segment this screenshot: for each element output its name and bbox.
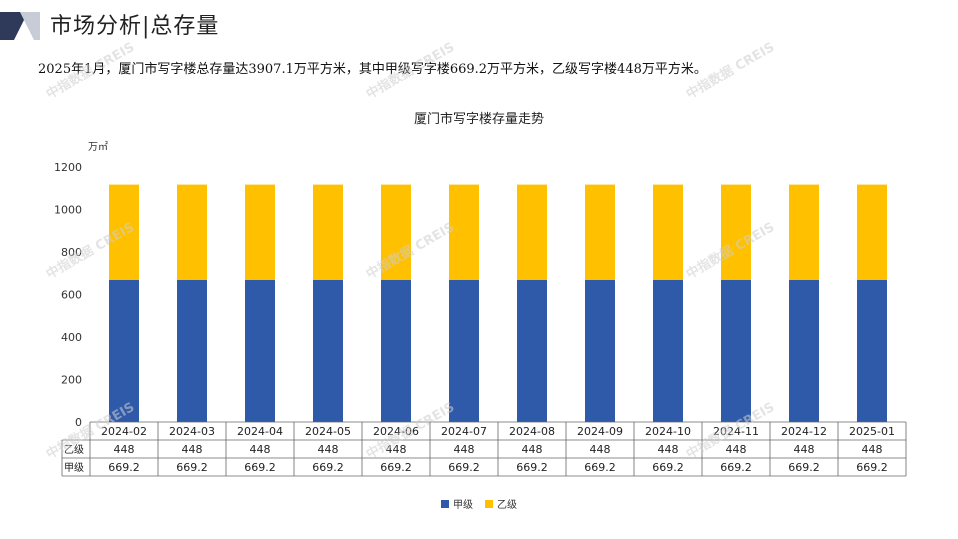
y-tick-label: 1200	[54, 161, 82, 174]
data-label: 669.2	[448, 461, 480, 474]
legend-swatch-grade-b	[485, 499, 493, 508]
page-title: 市场分析|总存量	[50, 14, 220, 39]
bar-grade-b	[721, 184, 751, 280]
legend-label-grade-a: 甲级	[453, 500, 473, 511]
bar-grade-b	[177, 184, 207, 280]
x-tick-label: 2024-12	[781, 425, 827, 438]
bar-grade-a	[177, 279, 207, 422]
bar-grade-b	[789, 184, 819, 280]
x-tick-label: 2024-06	[373, 425, 419, 438]
table-row-header: 甲级	[64, 462, 84, 474]
data-label: 669.2	[516, 461, 548, 474]
legend-item-grade-b: 乙级	[485, 496, 517, 511]
y-tick-label: 0	[75, 416, 82, 429]
data-label: 448	[726, 443, 747, 456]
bar-grade-b	[585, 184, 615, 280]
x-tick-label: 2024-05	[305, 425, 351, 438]
data-label: 448	[182, 443, 203, 456]
x-tick-label: 2024-03	[169, 425, 215, 438]
bar-grade-a	[721, 279, 751, 422]
bar-grade-a	[857, 279, 887, 422]
bar-grade-a	[517, 279, 547, 422]
x-tick-label: 2024-11	[713, 425, 759, 438]
bar-grade-a	[109, 279, 139, 422]
data-label: 448	[658, 443, 679, 456]
legend-label-grade-b: 乙级	[497, 500, 517, 511]
y-tick-label: 400	[61, 331, 82, 344]
bar-grade-a	[585, 279, 615, 422]
x-tick-label: 2024-09	[577, 425, 623, 438]
x-tick-label: 2024-02	[101, 425, 147, 438]
bar-grade-a	[381, 279, 411, 422]
bar-grade-b	[313, 184, 343, 280]
legend-swatch-grade-a	[441, 499, 449, 508]
data-label: 669.2	[652, 461, 684, 474]
logo-icon	[0, 12, 40, 40]
x-tick-label: 2024-10	[645, 425, 691, 438]
data-label: 448	[862, 443, 883, 456]
y-tick-label: 600	[61, 289, 82, 302]
data-label: 448	[114, 443, 135, 456]
data-label: 669.2	[584, 461, 616, 474]
bar-grade-a	[653, 279, 683, 422]
data-label: 448	[386, 443, 407, 456]
data-label: 669.2	[108, 461, 140, 474]
data-label: 669.2	[380, 461, 412, 474]
chart-legend: 甲级 乙级	[0, 496, 958, 511]
data-label: 669.2	[176, 461, 208, 474]
chart-title: 厦门市写字楼存量走势	[413, 112, 544, 127]
y-tick-label: 200	[61, 374, 82, 387]
y-tick-label: 1000	[54, 204, 82, 217]
data-label: 669.2	[244, 461, 276, 474]
x-tick-label: 2025-01	[849, 425, 895, 438]
bar-grade-a	[313, 279, 343, 422]
y-axis-unit: 万㎡	[88, 142, 108, 153]
bar-grade-b	[857, 184, 887, 280]
bar-grade-a	[789, 279, 819, 422]
x-tick-label: 2024-08	[509, 425, 555, 438]
x-tick-label: 2024-07	[441, 425, 487, 438]
bar-grade-b	[653, 184, 683, 280]
data-label: 448	[250, 443, 271, 456]
bar-grade-b	[449, 184, 479, 280]
data-label: 669.2	[720, 461, 752, 474]
data-label: 448	[590, 443, 611, 456]
data-label: 669.2	[312, 461, 344, 474]
bar-grade-b	[381, 184, 411, 280]
data-label: 448	[522, 443, 543, 456]
data-label: 448	[318, 443, 339, 456]
data-label: 669.2	[856, 461, 888, 474]
bar-grade-a	[245, 279, 275, 422]
data-label: 448	[454, 443, 475, 456]
legend-item-grade-a: 甲级	[441, 496, 473, 511]
bar-grade-a	[449, 279, 479, 422]
bar-grade-b	[245, 184, 275, 280]
y-tick-label: 800	[61, 246, 82, 259]
table-row-header: 乙级	[64, 444, 84, 456]
x-tick-label: 2024-04	[237, 425, 283, 438]
data-label: 669.2	[788, 461, 820, 474]
data-label: 448	[794, 443, 815, 456]
bar-grade-b	[109, 184, 139, 280]
bar-grade-b	[517, 184, 547, 280]
summary-text: 2025年1月，厦门市写字楼总存量达3907.1万平方米，其中甲级写字楼669.…	[38, 62, 707, 77]
